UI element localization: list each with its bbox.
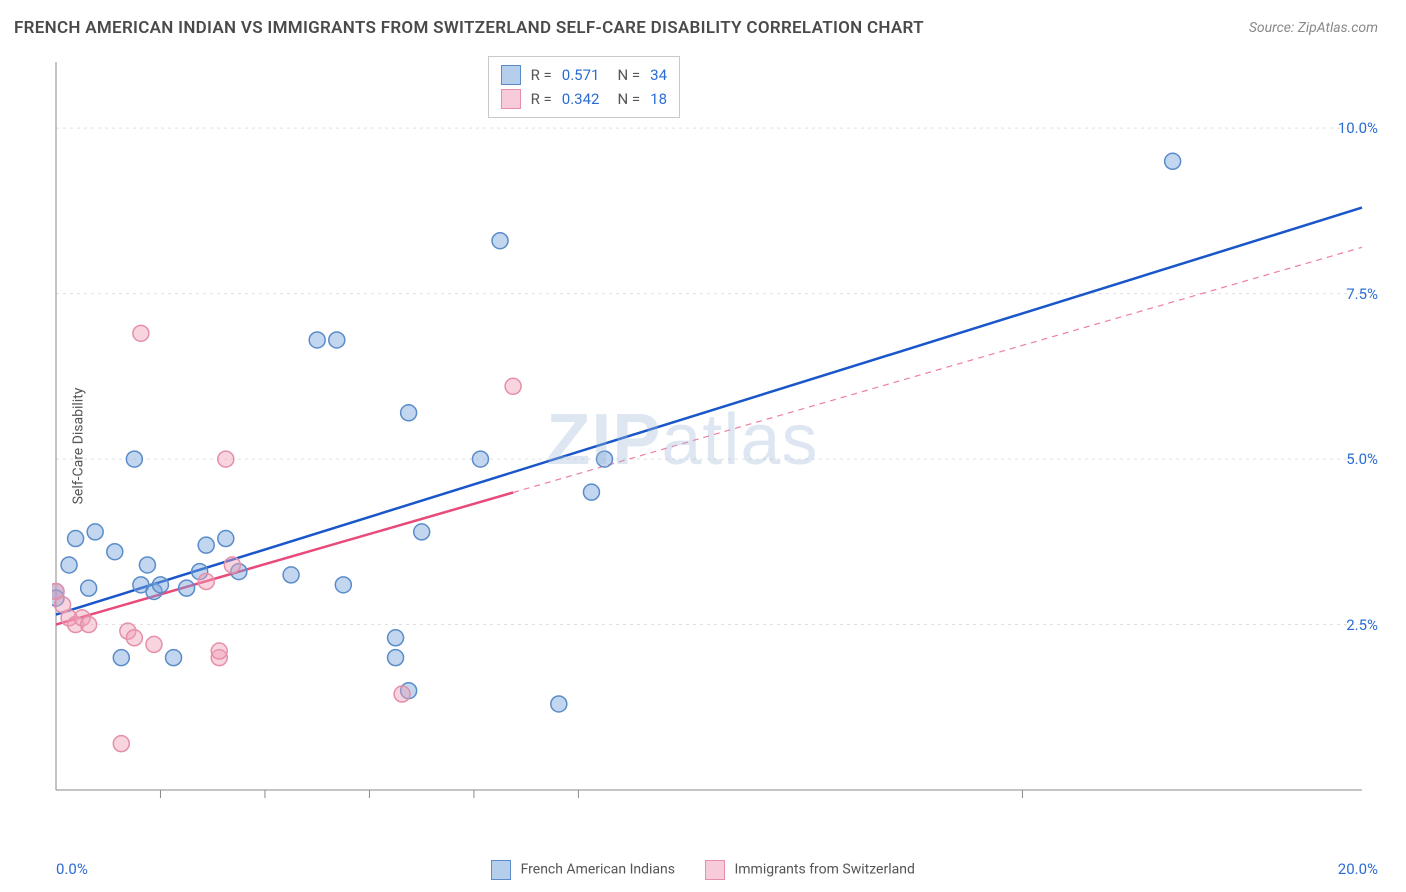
y-tick-2: 7.5%: [1346, 285, 1378, 303]
legend-item-1: Immigrants from Switzerland: [705, 860, 915, 880]
plot-area: ZIPatlas R =0.571N =34R =0.342N =18: [52, 52, 1372, 830]
legend-label-1: Immigrants from Switzerland: [734, 862, 914, 878]
legend-label-0: French American Indians: [521, 862, 675, 878]
source-attribution: Source: ZipAtlas.com: [1249, 20, 1378, 36]
legend-swatch-0: [491, 860, 511, 880]
legend-swatch-1: [705, 860, 725, 880]
y-tick-3: 10.0%: [1338, 119, 1378, 137]
y-tick-1: 5.0%: [1346, 450, 1378, 468]
y-tick-0: 2.5%: [1346, 616, 1378, 634]
chart-title: FRENCH AMERICAN INDIAN VS IMMIGRANTS FRO…: [14, 18, 924, 38]
chart-container: FRENCH AMERICAN INDIAN VS IMMIGRANTS FRO…: [0, 0, 1406, 892]
stats-legend: R =0.571N =34R =0.342N =18: [488, 56, 680, 118]
legend-item-0: French American Indians: [491, 860, 675, 880]
series-legend: French American Indians Immigrants from …: [0, 860, 1406, 880]
scatter-svg: [52, 52, 1372, 830]
